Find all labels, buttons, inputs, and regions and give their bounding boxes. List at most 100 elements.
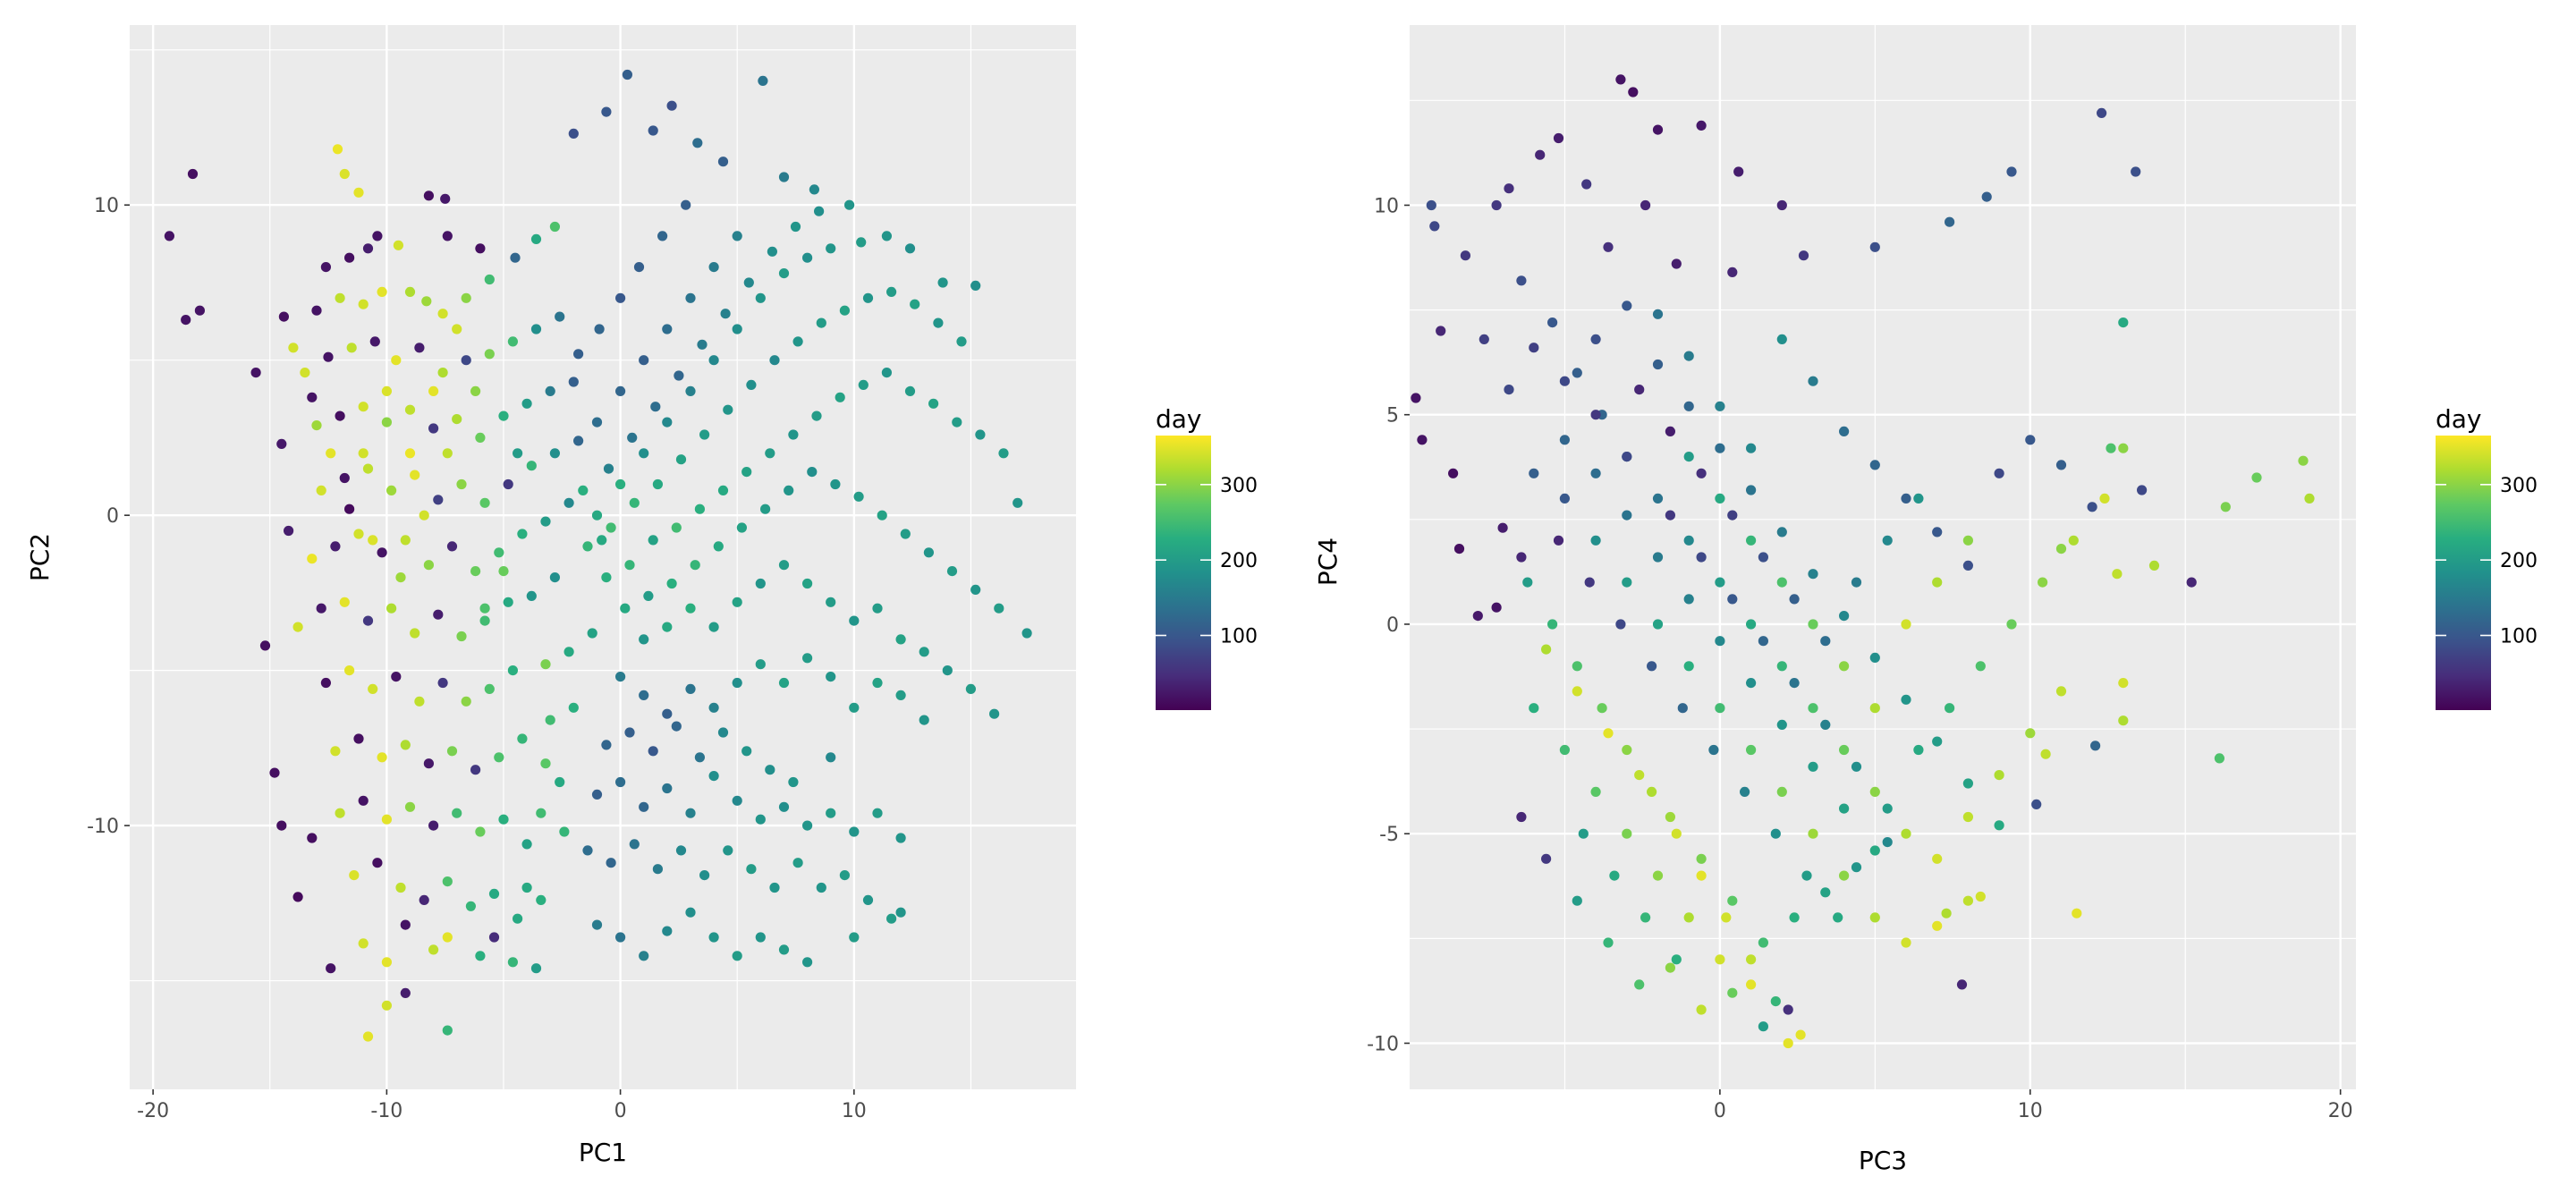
data-point xyxy=(369,336,380,347)
data-point xyxy=(594,324,605,334)
data-point xyxy=(1808,619,1818,630)
data-point xyxy=(591,789,603,800)
y-axis-title: PC2 xyxy=(25,533,55,581)
data-point xyxy=(826,808,836,818)
data-point xyxy=(792,336,803,347)
data-point xyxy=(741,467,752,478)
x-axis-title: PC3 xyxy=(1859,1146,1907,1175)
data-point xyxy=(1652,870,1664,881)
data-point xyxy=(639,951,649,961)
data-point xyxy=(648,746,658,757)
data-point xyxy=(377,286,387,297)
data-point xyxy=(1913,493,1924,504)
data-point xyxy=(692,138,703,148)
data-point xyxy=(629,497,640,508)
data-point xyxy=(1696,870,1707,881)
data-point xyxy=(400,987,411,998)
data-point xyxy=(1683,594,1694,605)
y-axis-title: PC4 xyxy=(1313,538,1343,586)
data-point xyxy=(456,478,467,490)
data-point xyxy=(1913,744,1924,756)
data-point xyxy=(666,100,677,111)
data-point xyxy=(1448,468,1459,478)
data-point xyxy=(652,478,664,490)
data-point xyxy=(1652,359,1664,370)
legend-ticks: 100 200 300 xyxy=(2436,475,2538,648)
data-point xyxy=(1472,611,1483,622)
data-point xyxy=(465,901,477,911)
data-point xyxy=(393,240,403,250)
data-point xyxy=(250,368,261,378)
data-point xyxy=(895,907,906,918)
data-point xyxy=(1839,426,1850,436)
data-point xyxy=(639,690,649,701)
data-point xyxy=(437,309,448,319)
data-point xyxy=(555,311,565,322)
data-point xyxy=(1559,435,1570,445)
data-point xyxy=(755,659,766,670)
data-point xyxy=(942,665,953,676)
data-point xyxy=(568,128,579,139)
data-point xyxy=(1776,527,1787,538)
data-point xyxy=(591,510,603,521)
data-point xyxy=(423,190,434,201)
data-point xyxy=(708,622,719,632)
data-point xyxy=(358,299,369,309)
data-point xyxy=(1932,736,1943,747)
data-point xyxy=(1622,452,1632,462)
data-point xyxy=(1839,744,1850,756)
data-point xyxy=(1962,895,1973,906)
data-point xyxy=(1746,954,1757,965)
data-point xyxy=(484,274,495,285)
data-point xyxy=(446,746,458,757)
data-point xyxy=(652,864,664,875)
data-point xyxy=(1479,334,1489,344)
data-point xyxy=(1652,552,1664,563)
data-point xyxy=(1975,661,1986,672)
data-point xyxy=(442,1025,453,1036)
data-point xyxy=(662,708,673,719)
data-point xyxy=(708,702,719,713)
data-point xyxy=(440,193,451,204)
data-point xyxy=(732,795,742,806)
data-point xyxy=(540,516,551,527)
data-point xyxy=(1504,183,1514,194)
data-point xyxy=(1715,493,1725,504)
data-point xyxy=(1652,124,1664,135)
data-point xyxy=(1839,803,1850,814)
data-point xyxy=(568,702,579,713)
data-point xyxy=(362,1031,374,1042)
data-point xyxy=(2038,577,2048,588)
data-point xyxy=(545,385,555,396)
y-tick-label: -10 xyxy=(87,816,119,838)
data-point xyxy=(1882,837,1893,848)
data-point xyxy=(1869,460,1880,470)
data-point xyxy=(1869,845,1880,856)
data-point xyxy=(1516,552,1527,563)
data-point xyxy=(494,547,504,558)
data-point xyxy=(1572,368,1582,378)
data-point xyxy=(1553,132,1564,144)
data-point xyxy=(741,746,752,757)
data-point xyxy=(2186,577,2197,588)
data-point xyxy=(475,432,486,443)
data-point xyxy=(648,125,658,136)
data-point xyxy=(1683,452,1694,462)
data-point xyxy=(1901,619,1911,630)
data-point xyxy=(872,677,883,689)
x-tick-label: 20 xyxy=(2328,1100,2353,1122)
data-point xyxy=(650,402,661,412)
data-point xyxy=(708,262,719,273)
data-point xyxy=(1882,535,1893,546)
data-point xyxy=(521,839,532,850)
data-point xyxy=(311,420,322,431)
data-point xyxy=(1436,326,1446,336)
data-point xyxy=(2304,493,2315,504)
data-point xyxy=(1683,535,1694,546)
data-point xyxy=(521,398,532,409)
data-point xyxy=(1869,241,1880,252)
data-point xyxy=(1932,577,1943,588)
data-point xyxy=(1715,401,1725,411)
data-point xyxy=(1652,619,1664,630)
